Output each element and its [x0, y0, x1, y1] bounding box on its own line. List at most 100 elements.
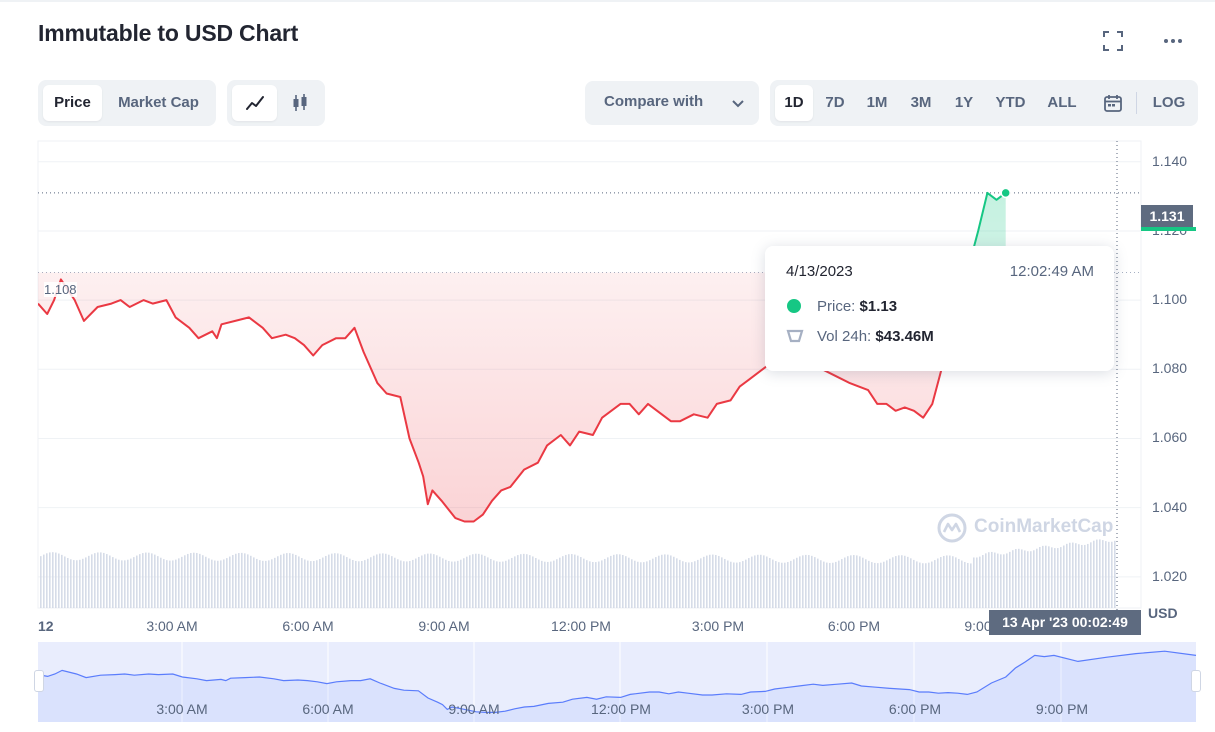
volume-bar	[1090, 542, 1092, 608]
volume-bar	[943, 555, 945, 608]
volume-bar	[655, 557, 657, 608]
volume-bar	[523, 553, 525, 608]
coinmarketcap-watermark: CoinMarketCap	[936, 512, 1113, 549]
volume-bar	[403, 561, 405, 608]
volume-bar	[178, 558, 180, 608]
volume-bar	[706, 555, 708, 608]
volume-bar	[718, 555, 720, 608]
volume-bar	[721, 557, 723, 608]
volume-bar	[1045, 545, 1047, 608]
volume-bar	[805, 554, 807, 608]
price-chart[interactable]	[0, 140, 1215, 732]
volume-bar	[343, 555, 345, 608]
volume-bar	[859, 556, 861, 608]
volume-bar	[970, 563, 972, 608]
volume-bar	[793, 559, 795, 608]
volume-bar	[418, 556, 420, 608]
volume-bar	[910, 558, 912, 608]
volume-bar	[349, 558, 351, 608]
toolbar-divider	[1136, 92, 1137, 114]
range-all[interactable]: ALL	[1047, 94, 1077, 111]
range-1m[interactable]: 1M	[866, 94, 888, 111]
volume-bar	[478, 553, 480, 608]
volume-bar	[466, 556, 468, 608]
navigator-right-handle[interactable]	[1191, 670, 1201, 692]
volume-bar	[1036, 548, 1038, 608]
volume-bar	[901, 555, 903, 608]
range-1d[interactable]: 1D	[775, 85, 813, 121]
volume-bar	[715, 554, 717, 608]
volume-bar	[820, 560, 822, 608]
volume-bar	[316, 560, 318, 608]
volume-bar	[964, 561, 966, 608]
volume-bar	[1003, 554, 1005, 608]
volume-bar	[604, 558, 606, 608]
line-chart-button[interactable]	[232, 85, 277, 121]
navigator-left-handle[interactable]	[34, 670, 44, 692]
volume-bar	[601, 560, 603, 608]
volume-bar	[247, 554, 249, 608]
tooltip-date: 4/13/2023	[786, 263, 853, 280]
volume-bar	[307, 560, 309, 608]
market-cap-tab[interactable]: Market Cap	[118, 94, 199, 111]
volume-icon	[786, 329, 804, 343]
volume-bar	[148, 552, 150, 608]
volume-bar	[1105, 541, 1107, 608]
price-tab[interactable]: Price	[43, 85, 102, 121]
range-7d[interactable]: 7D	[825, 94, 845, 111]
fullscreen-icon[interactable]	[1102, 30, 1124, 52]
log-scale-button[interactable]: LOG	[1152, 94, 1186, 111]
volume-bar	[166, 560, 168, 608]
volume-bar	[454, 561, 456, 608]
volume-bar	[127, 559, 129, 608]
current-price-dot	[1000, 187, 1011, 199]
volume-bar	[406, 561, 408, 608]
volume-bar	[319, 559, 321, 608]
volume-bar	[1021, 549, 1023, 608]
volume-bar	[814, 557, 816, 608]
volume-bar	[79, 559, 81, 608]
volume-bar	[76, 560, 78, 608]
volume-bar	[916, 561, 918, 608]
volume-bar	[622, 554, 624, 608]
volume-bar	[313, 560, 315, 608]
volume-bar	[589, 561, 591, 608]
volume-bar	[40, 556, 42, 608]
volume-bar	[922, 563, 924, 608]
x-tick-label: 6:00 AM	[282, 618, 334, 634]
volume-bar	[253, 557, 255, 608]
volume-bar	[157, 556, 159, 608]
calendar-button[interactable]	[1095, 85, 1131, 121]
volume-bar	[1066, 543, 1068, 608]
current-price-marker: 1.131	[1141, 205, 1193, 227]
range-3m[interactable]: 3M	[910, 94, 932, 111]
volume-bar	[367, 558, 369, 608]
volume-bar	[646, 561, 648, 608]
volume-bar	[730, 561, 732, 608]
below-open-segment	[38, 272, 1006, 523]
volume-bar	[829, 562, 831, 608]
volume-bar	[301, 558, 303, 608]
volume-bar	[1054, 548, 1056, 608]
volume-bar	[544, 561, 546, 608]
volume-bar	[469, 555, 471, 608]
tooltip-volume-row: Vol 24h: $43.46M	[817, 328, 934, 345]
volume-bar	[907, 556, 909, 608]
volume-bar	[577, 555, 579, 608]
volume-bar	[229, 556, 231, 608]
volume-bar	[394, 557, 396, 608]
volume-bar	[745, 559, 747, 608]
candlestick-button[interactable]	[280, 85, 320, 121]
more-options-icon[interactable]	[1162, 30, 1184, 52]
compare-with-dropdown[interactable]: Compare with	[585, 81, 759, 125]
range-navigator[interactable]	[37, 642, 1197, 722]
x-tick-label: 12	[38, 618, 54, 634]
volume-bar	[700, 558, 702, 608]
range-1y[interactable]: 1Y	[954, 94, 974, 111]
volume-bar	[142, 553, 144, 608]
volume-bar	[193, 552, 195, 608]
volume-bar	[457, 560, 459, 608]
volume-bar	[109, 555, 111, 608]
volume-bar	[592, 562, 594, 608]
range-ytd[interactable]: YTD	[995, 94, 1026, 111]
